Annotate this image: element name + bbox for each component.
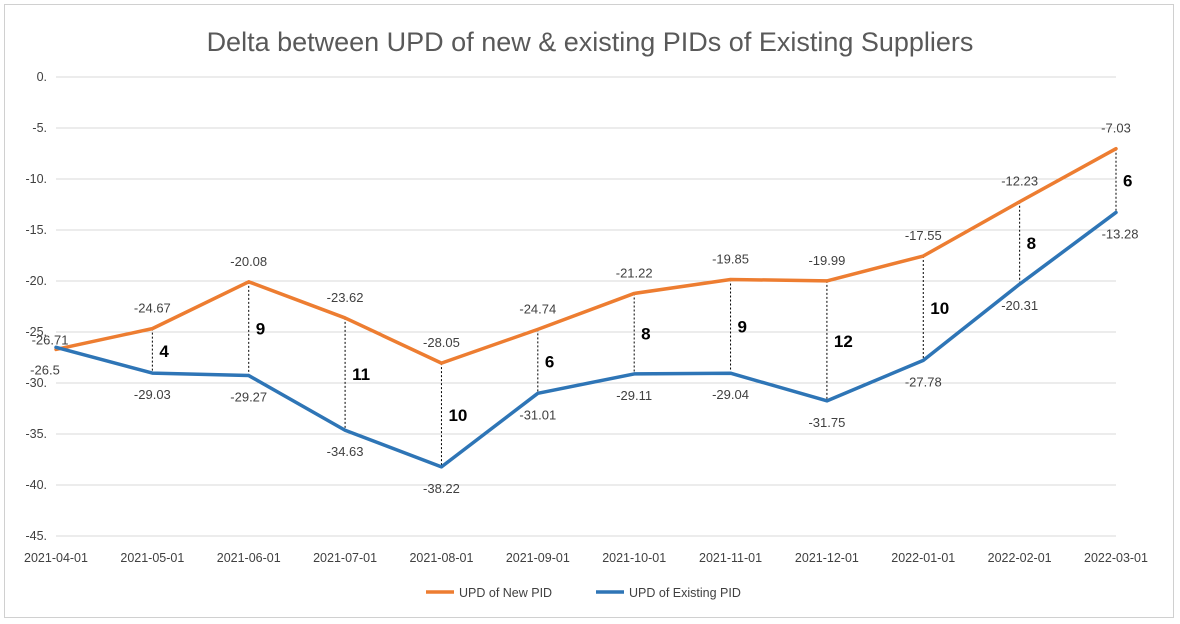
data-label-existing-pid: -31.75	[808, 415, 845, 430]
chart-title: Delta between UPD of new & existing PIDs…	[207, 27, 974, 57]
gridlines	[56, 76, 1116, 537]
data-labels: -26.71 -24.67 -20.08 -23.62 -28.05 -24.74 -21.…	[30, 121, 1138, 496]
x-tick-label: 2021-12-01	[795, 551, 859, 565]
y-tick-label: -35.	[25, 427, 47, 441]
y-tick-label: 0.	[37, 70, 47, 84]
data-label-existing-pid: -29.03	[134, 387, 171, 402]
x-tick-label: 2022-01-01	[891, 551, 955, 565]
data-label-existing-pid: -29.04	[712, 387, 749, 402]
data-label-existing-pid: -31.01	[519, 407, 556, 422]
x-tick-label: 2021-10-01	[602, 551, 666, 565]
data-label-existing-pid: -34.63	[327, 444, 364, 459]
delta-label: 10	[448, 406, 467, 425]
x-axis: 2021-04-01 2021-05-01 2021-06-01 2021-07-01…	[24, 551, 1148, 565]
y-axis: 0. -5. -10. -15. -20. -25. -30. -35. -40. -45.	[25, 70, 47, 543]
y-tick-label: -30.	[25, 376, 47, 390]
legend-label: UPD of New PID	[459, 586, 552, 600]
series-lines	[54, 146, 1118, 469]
y-tick-label: -45.	[25, 529, 47, 543]
delta-label: 10	[930, 299, 949, 318]
data-label-new-pid: -7.03	[1101, 121, 1131, 136]
delta-label: 6	[545, 352, 554, 371]
data-label-existing-pid: -27.78	[905, 374, 942, 389]
chart: Delta between UPD of new & existing PIDs…	[24, 27, 1148, 600]
x-tick-label: 2022-02-01	[988, 551, 1052, 565]
delta-label: 9	[738, 317, 747, 336]
legend: UPD of New PID UPD of Existing PID	[426, 586, 741, 600]
legend-label: UPD of Existing PID	[629, 586, 741, 600]
data-label-existing-pid: -13.28	[1102, 226, 1139, 241]
data-label-new-pid: -19.85	[712, 251, 749, 266]
y-tick-label: -10.	[25, 172, 47, 186]
x-tick-label: 2021-05-01	[120, 551, 184, 565]
data-label-existing-pid: -20.31	[1001, 298, 1038, 313]
data-label-existing-pid: -29.27	[230, 390, 267, 405]
delta-label: 9	[256, 320, 265, 339]
x-tick-label: 2021-08-01	[409, 551, 473, 565]
data-label-new-pid: -23.62	[327, 290, 364, 305]
delta-label: 4	[159, 342, 169, 361]
x-tick-label: 2021-04-01	[24, 551, 88, 565]
data-label-new-pid: -19.99	[808, 253, 845, 268]
delta-label: 6	[1123, 172, 1132, 191]
data-label-new-pid: -26.71	[32, 332, 69, 347]
data-label-existing-pid: -29.11	[616, 388, 652, 403]
delta-label: 11	[352, 365, 370, 384]
delta-connectors: 4 9 11 10 6 8 9 12 10 8 6	[151, 148, 1132, 467]
x-tick-label: 2022-03-01	[1084, 551, 1148, 565]
data-label-new-pid: -17.55	[905, 228, 942, 243]
y-tick-label: -5.	[32, 121, 47, 135]
delta-label: 8	[641, 325, 650, 344]
y-tick-label: -15.	[25, 223, 47, 237]
x-tick-label: 2021-07-01	[313, 551, 377, 565]
data-label-new-pid: -24.67	[134, 301, 171, 316]
x-tick-label: 2021-06-01	[217, 551, 281, 565]
data-label-new-pid: -21.22	[616, 265, 653, 280]
y-tick-label: -40.	[25, 478, 47, 492]
delta-label: 8	[1027, 234, 1036, 253]
series-line-existing-pid	[54, 210, 1118, 469]
series-line-new-pid	[54, 146, 1118, 365]
data-label-new-pid: -12.23	[1001, 174, 1038, 189]
y-tick-label: -25.	[25, 325, 47, 339]
data-label-existing-pid: -26.5	[30, 362, 60, 377]
delta-label: 12	[834, 332, 853, 351]
x-tick-label: 2021-09-01	[506, 551, 570, 565]
data-label-existing-pid: -38.22	[423, 481, 460, 496]
y-tick-label: -20.	[25, 274, 47, 288]
data-label-new-pid: -24.74	[519, 301, 556, 316]
x-tick-label: 2021-11-01	[699, 551, 762, 565]
data-label-new-pid: -20.08	[230, 254, 267, 269]
data-label-new-pid: -28.05	[423, 335, 460, 350]
chart-frame: Delta between UPD of new & existing PIDs…	[4, 4, 1174, 618]
